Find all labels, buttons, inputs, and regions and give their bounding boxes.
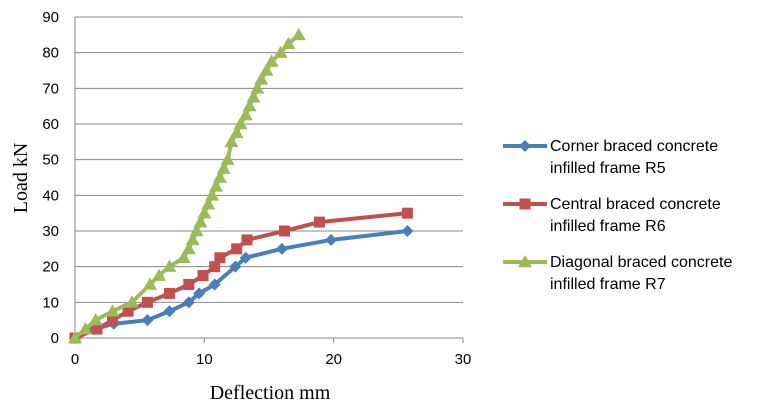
- y-tick-label: 0: [51, 330, 59, 347]
- legend-label-line2: infilled frame R7: [550, 276, 666, 293]
- data-point: [189, 224, 204, 237]
- legend-label-line2: infilled frame R5: [550, 160, 666, 177]
- legend-label-line1: Diagonal braced concrete: [550, 254, 732, 271]
- data-point: [239, 251, 252, 264]
- data-point: [107, 314, 119, 326]
- series-3: [68, 27, 306, 344]
- data-point: [259, 63, 274, 76]
- y-axis-title: Load kN: [10, 143, 32, 214]
- legend-entry-1: Corner braced concrete infilled frame R5: [503, 138, 718, 177]
- data-point: [250, 81, 265, 94]
- data-point: [185, 232, 200, 246]
- data-point: [313, 216, 325, 228]
- x-tick-label: 0: [71, 351, 79, 368]
- y-tick-label: 60: [42, 116, 59, 133]
- data-point: [181, 241, 196, 255]
- data-point: [209, 261, 221, 273]
- data-point: [238, 108, 253, 121]
- data-point: [152, 268, 167, 281]
- y-tick-label: 40: [42, 187, 59, 204]
- data-point: [197, 206, 212, 219]
- y-tick-label: 90: [42, 9, 59, 26]
- data-point: [141, 314, 154, 327]
- plot-area: [68, 27, 414, 344]
- data-point: [229, 125, 244, 139]
- data-point: [91, 323, 103, 335]
- data-point: [229, 260, 242, 273]
- data-point: [220, 152, 235, 165]
- legend-swatch-marker: [519, 198, 531, 210]
- series-line: [74, 211, 408, 340]
- x-tick-label: 20: [325, 351, 342, 368]
- data-point: [122, 305, 134, 317]
- data-point: [105, 304, 120, 317]
- y-tick-label: 50: [42, 152, 59, 169]
- data-point: [162, 259, 177, 272]
- data-point: [231, 243, 243, 255]
- data-point: [264, 54, 279, 67]
- data-point: [281, 36, 296, 49]
- legend-swatch-marker: [518, 255, 532, 268]
- data-point: [197, 270, 209, 282]
- data-point: [224, 134, 239, 148]
- data-point: [401, 225, 414, 237]
- data-point: [88, 313, 103, 326]
- y-tick-labels: 0 10 20 30 40 50 60 70 80 90: [42, 9, 59, 347]
- data-point: [212, 170, 227, 183]
- data-point: [141, 296, 153, 308]
- data-point: [183, 279, 195, 290]
- data-point: [233, 117, 248, 130]
- data-point: [325, 233, 338, 246]
- y-tick-label: 30: [42, 223, 59, 240]
- data-point: [241, 234, 253, 246]
- y-tick-label: 70: [42, 80, 59, 97]
- data-point: [182, 296, 195, 309]
- data-point: [242, 99, 257, 112]
- x-axis-title: Deflection mm: [210, 382, 331, 404]
- data-point: [176, 250, 191, 263]
- data-point: [201, 197, 216, 210]
- x-tick-labels: 0 10 20 30: [71, 351, 472, 368]
- data-point: [78, 322, 93, 335]
- x-tick-label: 30: [455, 351, 472, 368]
- legend-entry-3: Diagonal braced concrete infilled frame R…: [503, 254, 732, 293]
- data-point: [216, 161, 231, 174]
- gridlines: [75, 16, 463, 303]
- data-point: [193, 215, 208, 228]
- data-point: [246, 90, 261, 103]
- legend-entry-2: Central braced concrete infilled frame R6: [503, 196, 721, 235]
- data-point: [163, 305, 176, 318]
- legend-label-line2: infilled frame R6: [550, 218, 666, 235]
- data-point: [279, 225, 291, 237]
- legend-label-line1: Central braced concrete: [550, 196, 721, 213]
- data-point: [143, 277, 158, 290]
- y-tick-label: 80: [42, 45, 59, 62]
- x-tick-label: 10: [196, 351, 213, 368]
- legend-label-line1: Corner braced concrete: [550, 138, 718, 155]
- legend-swatch-marker: [519, 140, 531, 152]
- y-tick-label: 10: [42, 294, 59, 311]
- data-point: [68, 331, 82, 344]
- data-point: [254, 72, 269, 85]
- data-point: [208, 179, 223, 192]
- data-point: [291, 27, 306, 41]
- data-point: [214, 252, 226, 264]
- data-point: [205, 188, 220, 201]
- data-point: [124, 295, 139, 308]
- y-tick-label: 20: [42, 259, 59, 276]
- data-point: [273, 45, 288, 58]
- data-point: [208, 278, 221, 291]
- data-point: [401, 207, 413, 219]
- data-point: [193, 287, 206, 300]
- data-point: [163, 287, 175, 299]
- data-point: [275, 242, 288, 255]
